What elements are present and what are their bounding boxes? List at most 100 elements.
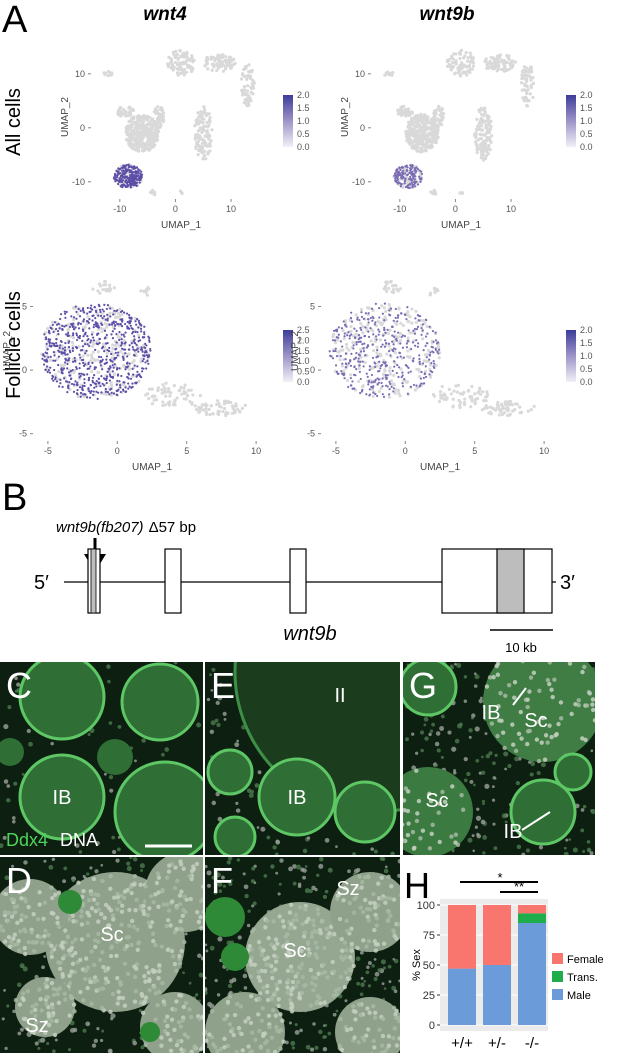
nucleus xyxy=(589,851,594,855)
cell-dot xyxy=(424,365,427,368)
cell-dot xyxy=(103,303,106,306)
cell-dot xyxy=(239,77,244,81)
cell-dot xyxy=(127,382,130,385)
cell-dot xyxy=(377,378,380,381)
colorbar-label: 0.5 xyxy=(297,367,310,377)
cell-dot xyxy=(361,325,365,329)
nucleus xyxy=(4,875,10,881)
y-tick-label: -10 xyxy=(352,177,365,187)
cell-dot xyxy=(250,68,254,72)
cell-dot xyxy=(162,111,166,115)
cell-dot xyxy=(81,384,84,387)
cell-dot xyxy=(154,111,158,116)
cell-dot xyxy=(88,396,92,399)
cell-texture xyxy=(484,684,490,689)
cell-dot xyxy=(528,92,532,96)
colorbar-label: 1.0 xyxy=(297,356,310,366)
cell-dot xyxy=(404,172,407,175)
cell-dot xyxy=(91,361,94,364)
cell-dot xyxy=(506,413,510,418)
cell-dot xyxy=(429,351,432,354)
cell-texture xyxy=(450,784,455,789)
cell-dot xyxy=(339,340,343,343)
panel-letter: B xyxy=(2,477,27,519)
cell-dot xyxy=(357,379,361,383)
nucleus xyxy=(210,720,216,726)
cell-dot xyxy=(68,381,71,384)
cell-dot xyxy=(132,354,136,357)
cell-dot xyxy=(122,108,126,112)
nucleus xyxy=(85,1021,91,1027)
cell-dot xyxy=(394,348,397,351)
cell-dot xyxy=(531,95,535,100)
cell-dot xyxy=(474,140,478,144)
cell-texture xyxy=(405,808,411,814)
cell-dot xyxy=(202,106,206,110)
cell-dot xyxy=(449,68,453,72)
cell-dot xyxy=(340,370,343,373)
cell-texture xyxy=(503,693,508,699)
cell-dot xyxy=(395,371,398,375)
cell-dot xyxy=(160,108,164,112)
cell-dot xyxy=(82,364,86,367)
nucleus xyxy=(514,756,520,762)
cell-dot xyxy=(375,356,378,359)
nucleus xyxy=(480,819,486,825)
column-title: wnt4 xyxy=(143,4,187,25)
cell-dot xyxy=(54,373,58,377)
cell-dot xyxy=(394,307,397,311)
cell-dot xyxy=(394,388,398,392)
nucleus xyxy=(467,837,473,843)
cell-dot xyxy=(368,394,371,397)
cell-dot xyxy=(127,387,130,390)
nucleus xyxy=(516,844,522,850)
cell-dot xyxy=(240,89,244,93)
nucleus xyxy=(254,783,260,788)
nucleus xyxy=(62,879,67,884)
cell-dot xyxy=(242,88,247,92)
cell-dot xyxy=(103,329,107,332)
cell-texture xyxy=(415,811,420,816)
cell-dot xyxy=(72,334,75,337)
nucleus xyxy=(435,731,441,736)
cell-dot xyxy=(362,350,366,353)
cell-dot xyxy=(76,394,80,399)
cell-dot xyxy=(163,389,167,394)
cell-dot xyxy=(134,172,138,175)
cell-dot xyxy=(137,174,140,177)
cell-dot xyxy=(420,370,423,374)
cell-dot xyxy=(374,321,377,324)
cell-dot xyxy=(462,390,466,394)
cell-dot xyxy=(128,105,132,109)
cell-dot xyxy=(137,336,141,339)
cell-texture xyxy=(156,989,162,995)
cell-dot xyxy=(71,336,76,340)
cell-dot xyxy=(140,173,143,177)
cell-dot xyxy=(145,118,150,122)
cell-dot xyxy=(465,59,470,63)
cell-dot xyxy=(359,391,362,395)
cell-dot xyxy=(60,340,63,343)
cell-dot xyxy=(336,338,340,342)
cell-dot xyxy=(438,118,442,122)
cell-dot xyxy=(428,291,433,295)
nucleus xyxy=(454,738,460,744)
cell-dot xyxy=(58,346,61,350)
cell-dot xyxy=(126,361,129,364)
cell-dot xyxy=(410,321,414,325)
cell-dot xyxy=(98,308,102,311)
cell-dot xyxy=(391,290,396,295)
cell-dot xyxy=(337,336,340,339)
nucleus xyxy=(484,783,490,789)
cell-dot xyxy=(46,327,50,331)
cell-dot xyxy=(178,48,182,53)
cell-dot xyxy=(525,91,529,95)
cell-dot xyxy=(421,323,424,326)
umap-plot xyxy=(383,48,536,196)
colorbar-label: 1.0 xyxy=(580,351,593,361)
cell-dot xyxy=(105,325,109,329)
cell-dot xyxy=(92,390,95,393)
cell-dot xyxy=(342,337,346,341)
cell-dot xyxy=(404,165,407,168)
cell-dot xyxy=(466,56,470,60)
